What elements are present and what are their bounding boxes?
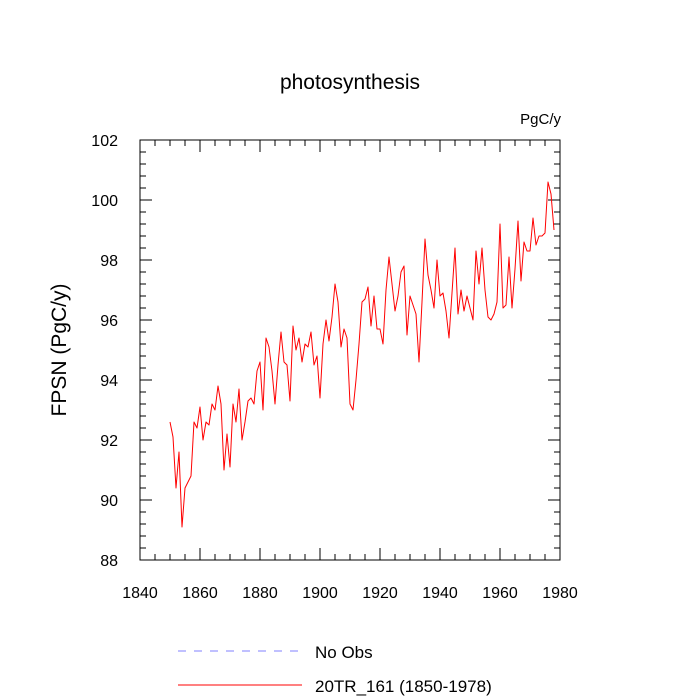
axis-ticks: 1840 1860 1880 1900 1920 1940 1960 1980 88 90 92 94… — [91, 133, 578, 602]
legend-label: 20TR_161 (1850-1978) — [315, 677, 492, 696]
y-tick-label: 94 — [100, 373, 118, 390]
x-tick-label: 1980 — [542, 585, 578, 602]
series-line — [169, 181, 555, 528]
chart-title: photosynthesis — [280, 71, 420, 94]
y-tick-label: 96 — [100, 313, 118, 330]
x-tick-label: 1880 — [242, 585, 278, 602]
units-label: PgC/y — [520, 111, 561, 128]
plot-frame — [139, 139, 561, 561]
x-tick-label: 1860 — [182, 585, 218, 602]
series-lines — [169, 181, 555, 528]
x-tick-label: 1960 — [482, 585, 518, 602]
legend-label: No Obs — [315, 643, 373, 662]
y-tick-label: 92 — [100, 433, 118, 450]
y-tick-label: 100 — [91, 193, 118, 210]
x-tick-label: 1840 — [122, 585, 158, 602]
y-tick-label: 102 — [91, 133, 118, 150]
y-tick-label: 88 — [100, 553, 118, 570]
x-tick-label: 1940 — [422, 585, 458, 602]
y-tick-label: 98 — [100, 253, 118, 270]
x-tick-label: 1900 — [302, 585, 338, 602]
x-tick-label: 1920 — [362, 585, 398, 602]
y-axis-label: FPSN (PgC/y) — [48, 283, 71, 416]
legend: No Obs 20TR_161 (1850-1978) — [178, 643, 492, 696]
y-tick-label: 90 — [100, 493, 118, 510]
